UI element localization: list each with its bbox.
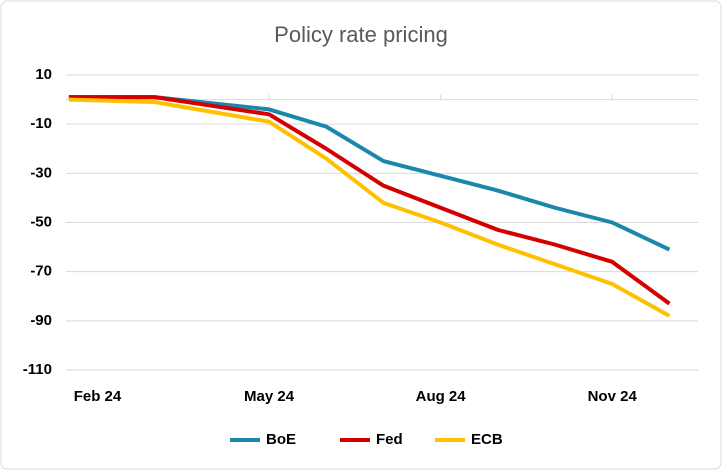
x-tick-label: May 24	[244, 388, 295, 405]
legend-label: Fed	[376, 431, 403, 448]
chart-title: Policy rate pricing	[274, 22, 448, 47]
x-tick-label: Aug 24	[416, 388, 467, 405]
series-line	[68, 95, 671, 306]
y-tick-label: 10	[35, 66, 52, 83]
series-line	[68, 95, 671, 252]
y-tick-label: -110	[23, 361, 52, 378]
y-tick-label: -70	[30, 263, 52, 280]
x-tick-label: Nov 24	[588, 388, 638, 405]
y-tick-label: -50	[30, 213, 52, 230]
y-tick-label: -10	[30, 115, 52, 132]
series-line	[68, 97, 671, 318]
y-tick-label: -90	[30, 312, 52, 329]
legend-label: BoE	[266, 431, 296, 448]
legend-label: ECB	[471, 431, 503, 448]
x-tick-label: Feb 24	[74, 388, 122, 405]
y-tick-label: -30	[30, 164, 52, 181]
